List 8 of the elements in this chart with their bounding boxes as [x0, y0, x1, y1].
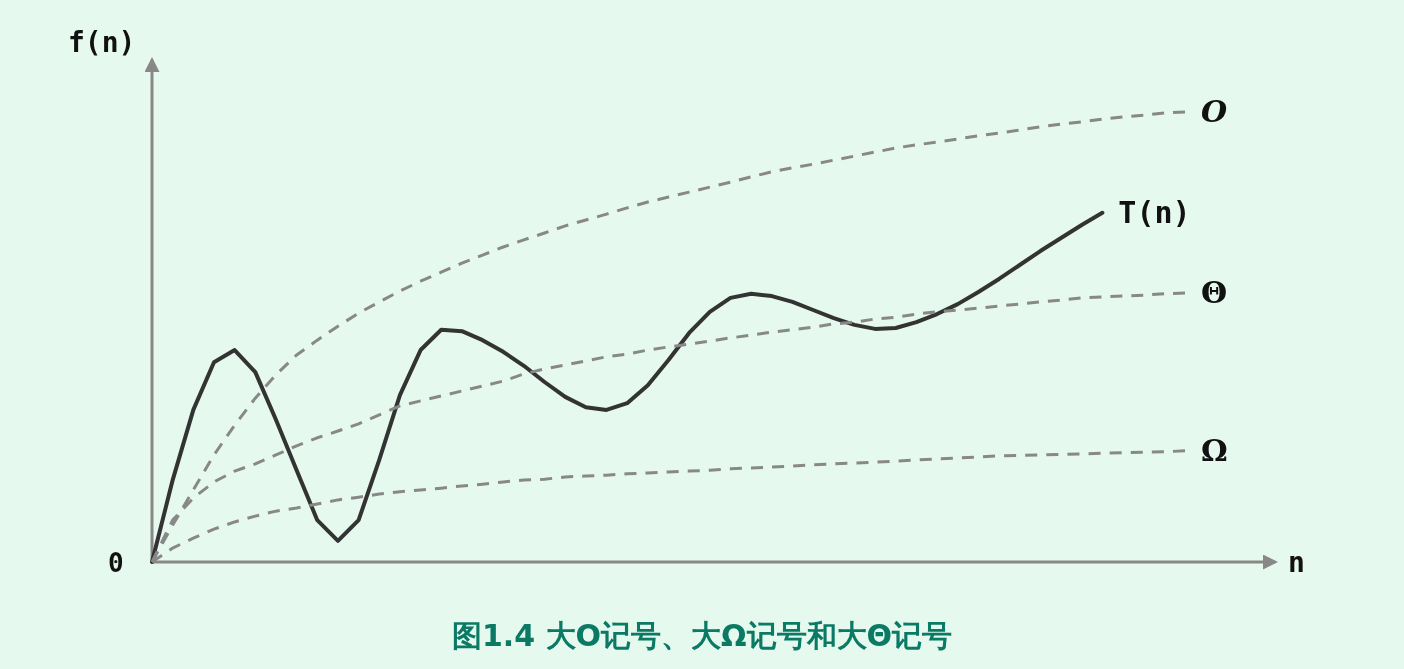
series-label: Θ	[1201, 274, 1228, 310]
text: 图1.4 大O记号、大Ω记号和大Θ记号	[451, 618, 953, 653]
x-axis-title: n	[1288, 546, 1305, 579]
series-label: Ω	[1201, 432, 1228, 468]
text: 0	[108, 548, 124, 578]
series-label: T(n)	[1118, 194, 1191, 230]
series-label: O	[1201, 94, 1228, 129]
y-axis-title: f(n)	[68, 26, 136, 59]
